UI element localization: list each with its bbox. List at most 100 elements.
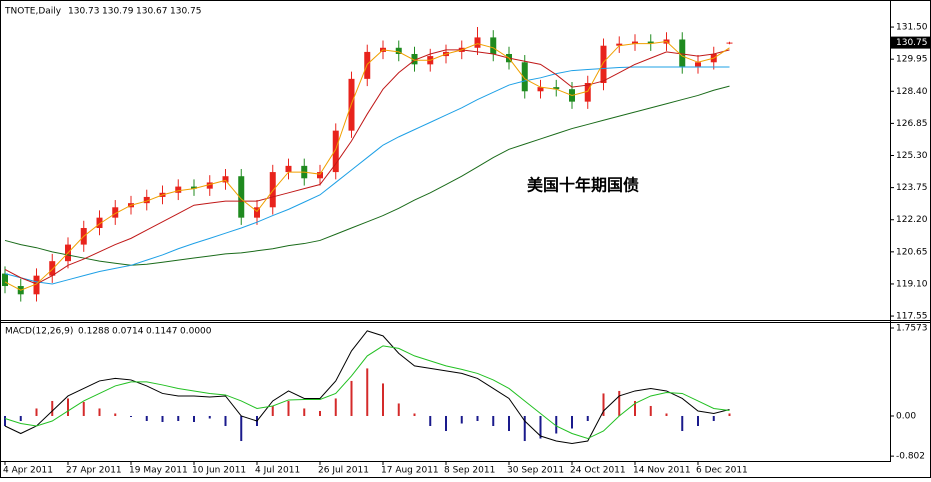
x-tick-label: 17 Aug 2011 (381, 466, 439, 476)
histogram-bar (445, 415, 447, 432)
histogram-bar (161, 415, 164, 422)
histogram-bar (287, 400, 290, 416)
y-tick-label: -0.802 (896, 452, 925, 462)
candle-body (647, 41, 654, 44)
histogram-bar (240, 415, 243, 442)
histogram-bar (665, 413, 668, 416)
histogram-bar (460, 415, 463, 424)
candle-body (411, 53, 418, 65)
x-tick-label: 6 Dec 2011 (696, 466, 748, 476)
candle-body (191, 186, 197, 189)
histogram-bar (429, 415, 432, 427)
y-tick-label: 129.95 (896, 55, 928, 65)
price-marker (891, 36, 931, 49)
candle-body (332, 130, 339, 173)
header-value: 130.67 (136, 7, 168, 17)
chart-title: TNOTE,Daily (4, 7, 62, 17)
histogram-bar (35, 408, 38, 416)
candle-body (49, 261, 56, 276)
candle-body (2, 273, 8, 287)
histogram-bar (508, 415, 510, 432)
x-tick-label: 4 Apr 2011 (3, 466, 53, 476)
histogram-bar (67, 398, 69, 416)
histogram-bar (319, 410, 321, 416)
histogram-bar (4, 415, 6, 427)
histogram-bar (571, 415, 573, 429)
histogram-bar (586, 415, 589, 421)
histogram-bar (350, 380, 353, 416)
macd-line (4, 330, 730, 445)
candle-body (537, 87, 544, 92)
histogram-bar (492, 415, 495, 427)
candle-body (600, 45, 607, 83)
header-value: 130.79 (102, 7, 134, 17)
price-marker-label: 130.75 (896, 38, 928, 48)
histogram-bar (208, 415, 211, 419)
x-tick-label: 4 Jul 2011 (255, 466, 300, 476)
y-tick-label: 123.75 (896, 183, 928, 193)
candle-body (317, 172, 323, 179)
histogram-bar (271, 405, 274, 416)
histogram-bar (523, 415, 526, 442)
candle-body (395, 47, 402, 54)
y-tick-label: 122.20 (896, 215, 928, 225)
histogram-bar (19, 415, 22, 421)
x-tick-label: 27 Apr 2011 (66, 466, 122, 476)
moving-average (4, 85, 730, 266)
x-tick-label: 26 Jul 2011 (318, 466, 369, 476)
histogram-bar (51, 400, 54, 416)
header-value: 0.0714 (112, 327, 144, 337)
header-value: 0.0000 (180, 327, 212, 337)
candle-body (474, 37, 481, 48)
histogram-bar (555, 415, 558, 434)
header-value: 130.73 (68, 7, 100, 17)
histogram-bar (413, 413, 416, 416)
chart-title: MACD(12,26,9) (5, 327, 73, 337)
y-tick-label: 131.50 (896, 23, 928, 33)
candle-body (96, 217, 103, 229)
histogram-bar (618, 390, 621, 416)
histogram-bar (397, 403, 400, 416)
histogram-bar (728, 413, 731, 416)
candle-body (726, 42, 733, 44)
x-tick-label: 8 Sep 2011 (444, 466, 495, 476)
y-tick-label: 119.10 (896, 279, 928, 289)
candle-body (285, 165, 292, 173)
histogram-bar (366, 368, 369, 416)
histogram-bar (634, 400, 636, 416)
x-tick-label: 10 Jun 2011 (192, 466, 246, 476)
candle-body (222, 176, 229, 183)
histogram-bar (114, 413, 117, 416)
moving-average (4, 66, 730, 285)
candle-body (254, 207, 260, 218)
histogram-bar (193, 415, 195, 422)
candle-body (584, 82, 591, 102)
histogram-bar (177, 415, 180, 421)
candle-body (679, 39, 686, 67)
histogram-bar (697, 415, 699, 427)
histogram-bar (130, 415, 132, 417)
histogram-bar (382, 383, 384, 416)
x-tick-label: 19 May 2011 (129, 466, 188, 476)
histogram-bar (649, 405, 652, 416)
histogram-bar (476, 415, 479, 421)
candle-body (33, 275, 40, 295)
y-tick-label: 126.85 (896, 119, 928, 129)
x-tick-label: 14 Nov 2011 (633, 466, 691, 476)
histogram-bar (712, 415, 715, 421)
y-tick-label: 125.30 (896, 151, 928, 161)
header-value: 130.75 (170, 7, 202, 17)
header-value: 0.1288 (78, 327, 110, 337)
candle-body (616, 43, 623, 46)
candle-body (521, 62, 528, 92)
moving-average (4, 49, 730, 285)
histogram-bar (98, 408, 101, 416)
y-tick-label: 1.7573 (896, 323, 928, 333)
annotation: 美国十年期国债 (527, 176, 639, 195)
candle-body (269, 172, 276, 208)
histogram-bar (681, 415, 684, 432)
histogram-bar (303, 408, 306, 416)
candle-body (143, 196, 150, 204)
moving-average (4, 41, 730, 291)
